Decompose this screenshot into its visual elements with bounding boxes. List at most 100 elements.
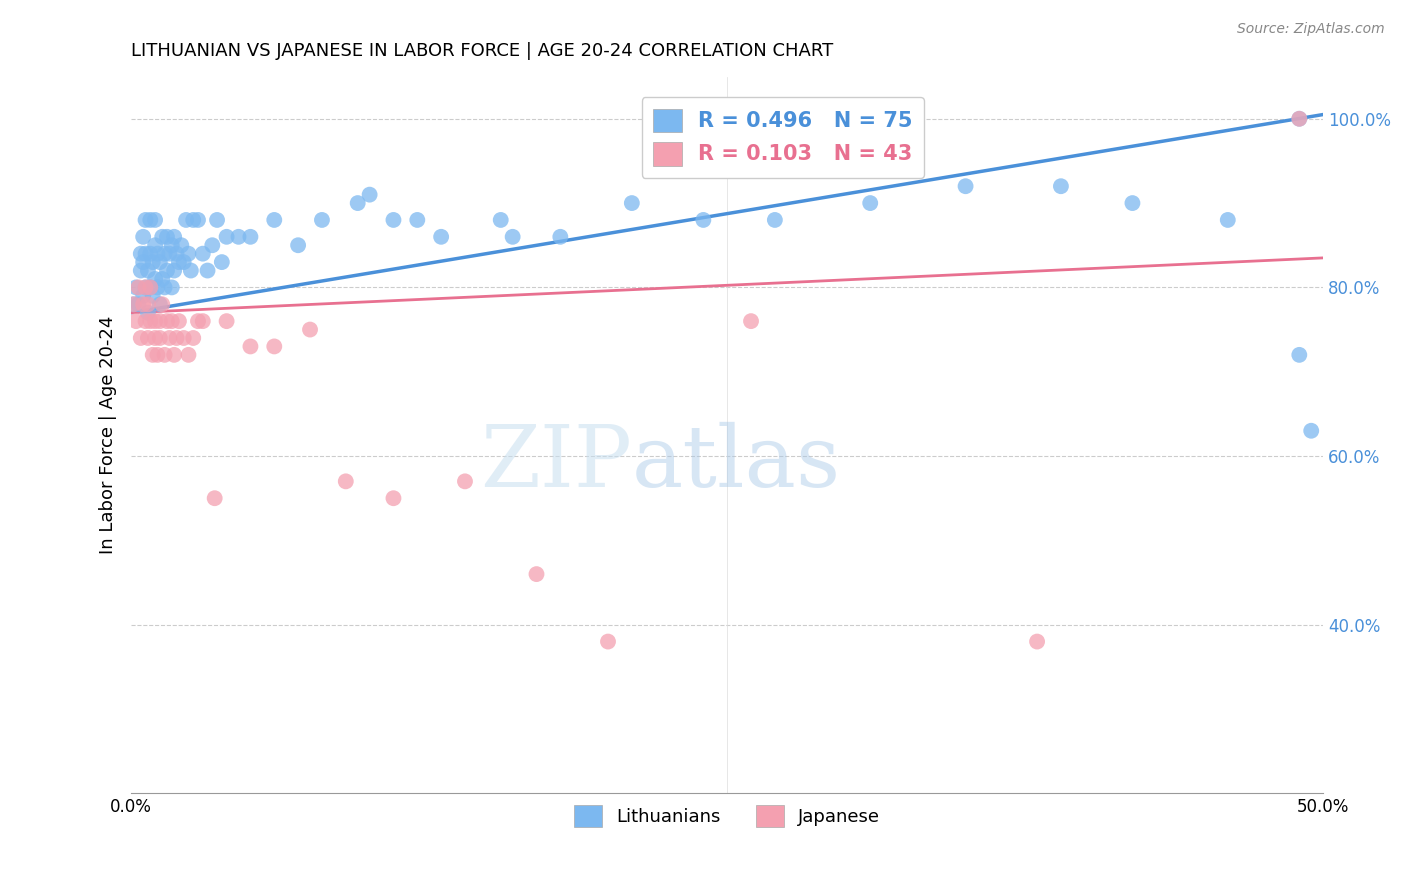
Point [167,255,190,269]
Point [1288,348,1310,362]
Point [146,246,169,260]
Point [526,567,548,582]
Point [149,314,172,328]
Point [187,314,209,328]
Point [215,229,238,244]
Point [859,196,882,211]
Text: LITHUANIAN VS JAPANESE IN LABOR FORCE | AGE 20-24 CORRELATION CHART: LITHUANIAN VS JAPANESE IN LABOR FORCE | … [131,42,834,60]
Point [1026,634,1049,648]
Point [740,314,762,328]
Point [359,187,381,202]
Point [125,314,148,328]
Point [177,348,200,362]
Point [550,229,572,244]
Point [160,314,183,328]
Point [167,314,190,328]
Point [139,280,162,294]
Point [163,263,186,277]
Point [1288,112,1310,126]
Text: Source: ZipAtlas.com: Source: ZipAtlas.com [1237,22,1385,37]
Point [127,280,149,294]
Point [763,213,786,227]
Point [160,280,183,294]
Point [430,229,453,244]
Point [205,213,228,227]
Point [150,229,173,244]
Point [132,255,155,269]
Point [163,229,186,244]
Point [239,339,262,353]
Point [1121,196,1143,211]
Point [692,213,714,227]
Point [1216,213,1239,227]
Point [191,246,214,260]
Point [125,280,148,294]
Point [146,348,169,362]
Point [149,331,172,345]
Point [122,297,145,311]
Point [142,348,165,362]
Text: atlas: atlas [631,422,841,505]
Point [129,263,152,277]
Point [287,238,309,252]
Point [181,213,204,227]
Point [135,213,157,227]
Point [136,306,159,320]
Point [311,213,333,227]
Point [197,263,219,277]
Point [239,229,262,244]
Point [143,272,166,286]
Point [129,331,152,345]
Point [382,213,405,227]
Point [135,280,157,294]
Point [132,297,155,311]
Point [204,491,226,506]
Point [132,229,155,244]
Point [156,314,179,328]
Point [149,255,172,269]
Point [263,213,285,227]
Point [187,213,209,227]
Point [299,322,322,336]
Point [160,238,183,252]
Point [335,475,357,489]
Point [142,255,165,269]
Point [382,491,405,506]
Point [955,179,977,194]
Point [191,314,214,328]
Point [454,475,477,489]
Y-axis label: In Labor Force | Age 20-24: In Labor Force | Age 20-24 [100,316,117,554]
Point [263,339,285,353]
Text: ZIP: ZIP [479,422,631,505]
Point [596,634,619,648]
Point [620,196,643,211]
Point [153,246,176,260]
Point [1288,112,1310,126]
Point [156,229,179,244]
Point [157,331,180,345]
Point [135,280,157,294]
Point [136,331,159,345]
Point [139,213,162,227]
Point [174,213,197,227]
Point [166,331,188,345]
Point [146,280,169,294]
Point [149,297,172,311]
Point [135,246,157,260]
Point [136,263,159,277]
Point [489,213,512,227]
Point [173,331,195,345]
Point [153,280,176,294]
Point [406,213,429,227]
Point [143,213,166,227]
Point [201,238,224,252]
Legend: Lithuanians, Japanese: Lithuanians, Japanese [567,798,887,835]
Point [346,196,368,211]
Point [139,314,162,328]
Point [1301,424,1323,438]
Point [129,246,152,260]
Point [157,246,180,260]
Point [122,297,145,311]
Point [150,297,173,311]
Point [136,297,159,311]
